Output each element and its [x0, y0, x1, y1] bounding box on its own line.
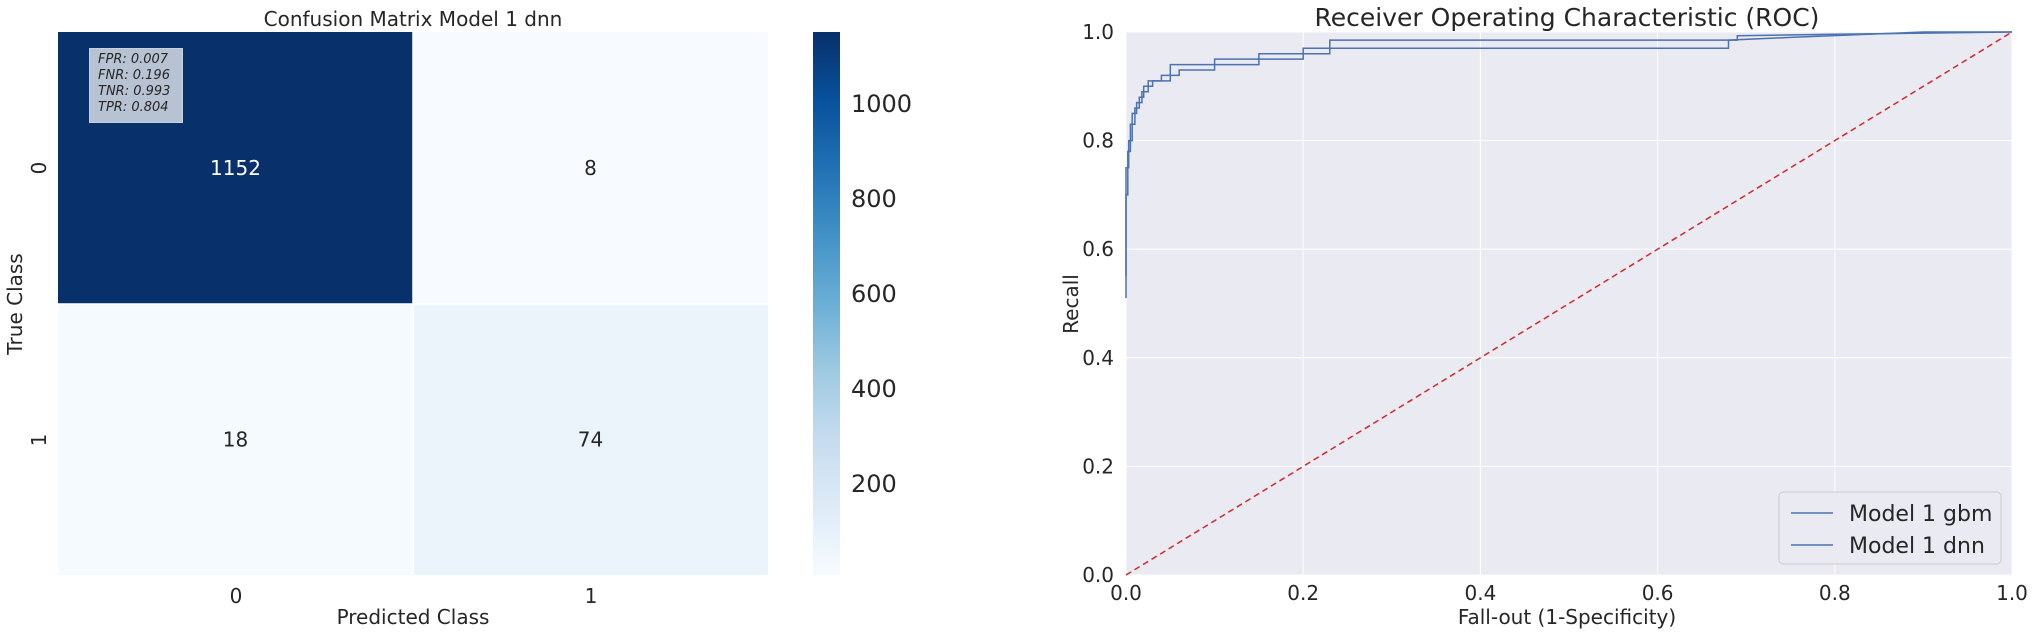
- cm-cell-value: 8: [584, 156, 597, 180]
- roc-ytick-label: 0.2: [1082, 454, 1114, 478]
- roc-ytick-label: 0.0: [1082, 563, 1114, 587]
- cm-values: 1152 8 18 74: [210, 156, 603, 452]
- colorbar-ticks: 200 400 600 800 1000: [851, 90, 912, 498]
- colorbar-tick-label: 800: [851, 185, 897, 213]
- cm-cell: [413, 303, 768, 575]
- cm-cell-value: 1152: [210, 156, 261, 180]
- roc-xtick-label: 0.8: [1819, 581, 1851, 605]
- cm-ytick-0: 0: [27, 162, 51, 175]
- roc-series-line: [1125, 31, 2013, 277]
- stat-fpr: FPR: 0.007: [98, 52, 169, 67]
- colorbar-tick-label: 400: [851, 375, 897, 403]
- roc-legend-label-gbm: Model 1 gbm: [1849, 502, 1992, 527]
- roc-ytick-label: 0.4: [1082, 346, 1114, 370]
- colorbar-tick-label: 200: [851, 470, 897, 498]
- roc-legend: Model 1 gbm Model 1 dnn: [1778, 491, 2002, 565]
- colorbar-gradient: [813, 32, 840, 575]
- cm-cell: [58, 303, 413, 575]
- roc-xtick-label: 1.0: [1996, 581, 2028, 605]
- roc-series: [1125, 31, 2013, 576]
- roc-ticks: 0.0 0.2 0.4 0.6 0.8 1.0 0.0 0.2 0.4 0.6 0.8 1.0: [1082, 20, 2028, 605]
- cm-ytick-1: 1: [27, 434, 51, 447]
- colorbar-tick-label: 1000: [851, 90, 912, 118]
- confusion-matrix-panel: Confusion Matrix Model 1 dnn 1152 8 18 74 0…: [3, 7, 768, 629]
- roc-ytick-label: 0.8: [1082, 129, 1114, 153]
- roc-legend-box: [1778, 491, 2002, 565]
- stat-fnr: FNR: 0.196: [98, 68, 170, 83]
- roc-xtick-label: 0.2: [1287, 581, 1319, 605]
- stat-tnr: TNR: 0.993: [98, 84, 171, 99]
- colorbar: 200 400 600 800 1000: [813, 32, 912, 575]
- cm-title: Confusion Matrix Model 1 dnn: [264, 7, 563, 31]
- roc-panel: Receiver Operating Characteristic (ROC) …: [1059, 3, 2028, 629]
- cm-ylabel: True Class: [3, 253, 27, 355]
- colorbar-tick-label: 600: [851, 280, 897, 308]
- roc-ylabel: Recall: [1059, 274, 1083, 334]
- roc-xtick-label: 0.4: [1464, 581, 1496, 605]
- roc-xlabel: Fall-out (1-Specificity): [1458, 605, 1676, 629]
- stat-tpr: TPR: 0.804: [98, 100, 169, 115]
- roc-legend-label-dnn: Model 1 dnn: [1849, 534, 1985, 559]
- cm-cell-value: 74: [578, 427, 603, 451]
- roc-ytick-label: 0.6: [1082, 237, 1114, 261]
- roc-xtick-label: 0.6: [1642, 581, 1674, 605]
- cm-xlabel: Predicted Class: [337, 605, 490, 629]
- roc-title: Receiver Operating Characteristic (ROC): [1315, 3, 1820, 32]
- cm-cell: [413, 32, 768, 304]
- cm-xtick-1: 1: [585, 584, 598, 608]
- cm-cell-value: 18: [223, 427, 248, 451]
- cm-stats-annotation: FPR: 0.007 FNR: 0.196 TNR: 0.993 TPR: 0.…: [89, 48, 183, 123]
- roc-ytick-label: 1.0: [1082, 20, 1114, 44]
- roc-grid: [1125, 31, 2013, 576]
- cm-cells: [58, 32, 768, 575]
- roc-chance-line: [1125, 31, 2013, 576]
- roc-xtick-label: 0.0: [1110, 581, 1142, 605]
- cm-xtick-0: 0: [230, 584, 243, 608]
